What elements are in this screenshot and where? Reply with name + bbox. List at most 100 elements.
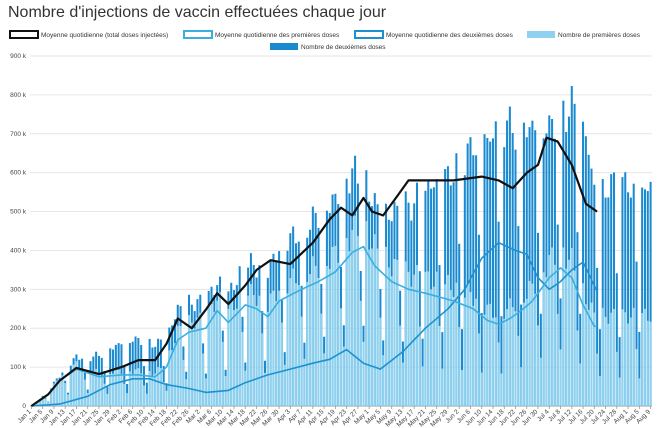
first-dose-bar xyxy=(306,281,309,406)
legend-item-total-average[interactable]: Moyenne quotidienne (total doses injecté… xyxy=(9,30,168,39)
total-average-line xyxy=(30,136,598,407)
first-dose-bar xyxy=(556,313,559,406)
first-dose-bar xyxy=(154,373,157,406)
legend-item-second-doses[interactable]: Nombre de deuxièmes doses xyxy=(270,43,386,51)
first-dose-bar xyxy=(348,251,351,406)
first-dose-bar xyxy=(562,247,565,406)
first-dose-bar xyxy=(401,362,404,406)
second-dose-bar xyxy=(638,331,641,406)
second-dose-bar xyxy=(486,137,489,406)
first-dose-bar xyxy=(182,359,185,406)
legend-label-second-doses: Nombre de deuxièmes doses xyxy=(301,44,386,51)
second-dose-bar xyxy=(610,174,613,406)
legend-label-first-dose-average: Moyenne quotidienne des premières doses xyxy=(215,32,340,39)
first-dose-bar xyxy=(258,295,261,406)
first-dose-bar xyxy=(424,271,427,406)
first-dose-bar xyxy=(128,371,131,406)
second-dose-bar xyxy=(520,304,523,406)
first-dose-bar xyxy=(148,371,151,406)
first-dose-bar xyxy=(314,265,317,406)
first-dose-bar xyxy=(612,308,616,406)
second-dose-bar xyxy=(511,132,514,406)
first-dose-bar xyxy=(123,383,126,406)
first-dose-bar xyxy=(643,308,646,406)
second-dose-bar xyxy=(534,130,537,406)
first-dose-bar xyxy=(275,300,278,406)
second-dose-bar xyxy=(601,178,604,406)
first-dose-bar xyxy=(494,317,497,406)
first-dose-bar xyxy=(641,313,644,406)
first-dose-bar xyxy=(72,364,75,406)
first-dose-bar xyxy=(331,246,334,406)
legend-label-total-average: Moyenne quotidienne (total doses injecté… xyxy=(41,32,168,39)
first-dose-bar xyxy=(559,349,562,406)
first-dose-bar xyxy=(480,372,483,406)
y-tick-label: 600 k xyxy=(10,170,27,177)
first-dose-bars xyxy=(33,215,652,406)
first-dose-bar xyxy=(140,373,143,406)
second-dose-bar xyxy=(506,120,509,406)
first-dose-bar xyxy=(106,393,109,406)
first-dose-average-line xyxy=(30,245,598,407)
second-dose-bar xyxy=(646,191,649,406)
second-dose-bar xyxy=(542,138,545,406)
first-dose-bar xyxy=(368,249,371,406)
first-dose-bar xyxy=(649,321,652,406)
first-dose-bar xyxy=(432,286,435,406)
second-dose-bar xyxy=(576,232,579,406)
second-dose-bar xyxy=(604,197,607,406)
first-dose-bar xyxy=(444,284,447,406)
first-dose-bar xyxy=(587,309,590,406)
first-dose-bar xyxy=(69,371,72,406)
second-dose-bar xyxy=(503,147,506,406)
y-tick-label: 0 xyxy=(22,403,26,410)
first-dose-bar xyxy=(75,361,78,406)
first-dose-bar xyxy=(410,286,413,406)
first-dose-bar xyxy=(393,258,396,406)
first-dose-bar xyxy=(537,325,540,406)
first-dose-bar xyxy=(379,317,382,406)
first-dose-bar xyxy=(598,376,601,406)
first-dose-bar xyxy=(520,367,523,406)
average-lines xyxy=(30,136,598,407)
first-dose-bar xyxy=(255,305,258,406)
first-dose-bar xyxy=(342,346,345,406)
first-dose-bar xyxy=(109,374,112,406)
first-dose-bar xyxy=(131,373,134,406)
second-dose-bar xyxy=(489,141,492,406)
second-dose-bar xyxy=(590,168,593,406)
second-dose-bar xyxy=(607,197,610,406)
first-dose-bar xyxy=(52,383,55,406)
second-dose-bar xyxy=(635,261,638,406)
first-dose-bar xyxy=(227,308,230,406)
second-dose-bar xyxy=(525,137,528,406)
legend: Moyenne quotidienne (total doses injecté… xyxy=(9,30,641,51)
first-dose-bar xyxy=(584,304,587,406)
first-dose-bar xyxy=(506,309,509,406)
second-dose-bar xyxy=(621,177,624,406)
first-dose-bar xyxy=(629,317,632,406)
first-dose-bar xyxy=(185,379,188,406)
first-dose-bar xyxy=(162,382,165,406)
first-dose-bar xyxy=(362,341,365,406)
first-dose-bar xyxy=(511,307,514,406)
legend-item-second-dose-average[interactable]: Moyenne quotidienne des deuxièmes doses xyxy=(354,30,514,39)
first-dose-bar xyxy=(387,267,390,406)
first-dose-bar xyxy=(449,289,452,406)
first-dose-bar xyxy=(624,312,627,406)
first-dose-bar xyxy=(551,247,554,406)
legend-item-first-dose-average[interactable]: Moyenne quotidienne des premières doses xyxy=(183,30,340,39)
first-dose-bar xyxy=(399,325,402,406)
second-dose-bar xyxy=(475,155,478,406)
first-dose-bar xyxy=(607,323,610,406)
first-dose-bar xyxy=(610,312,613,406)
second-dose-bar xyxy=(458,243,461,406)
second-dose-bar xyxy=(587,154,590,406)
second-dose-bar xyxy=(472,155,475,406)
legend-item-first-doses[interactable]: Nombre de premières doses xyxy=(527,31,641,39)
second-dose-average-line xyxy=(31,241,598,407)
first-dose-bar xyxy=(165,390,168,406)
first-dose-bar xyxy=(44,398,47,406)
second-dose-bar xyxy=(466,143,469,406)
first-dose-bar xyxy=(159,367,162,406)
